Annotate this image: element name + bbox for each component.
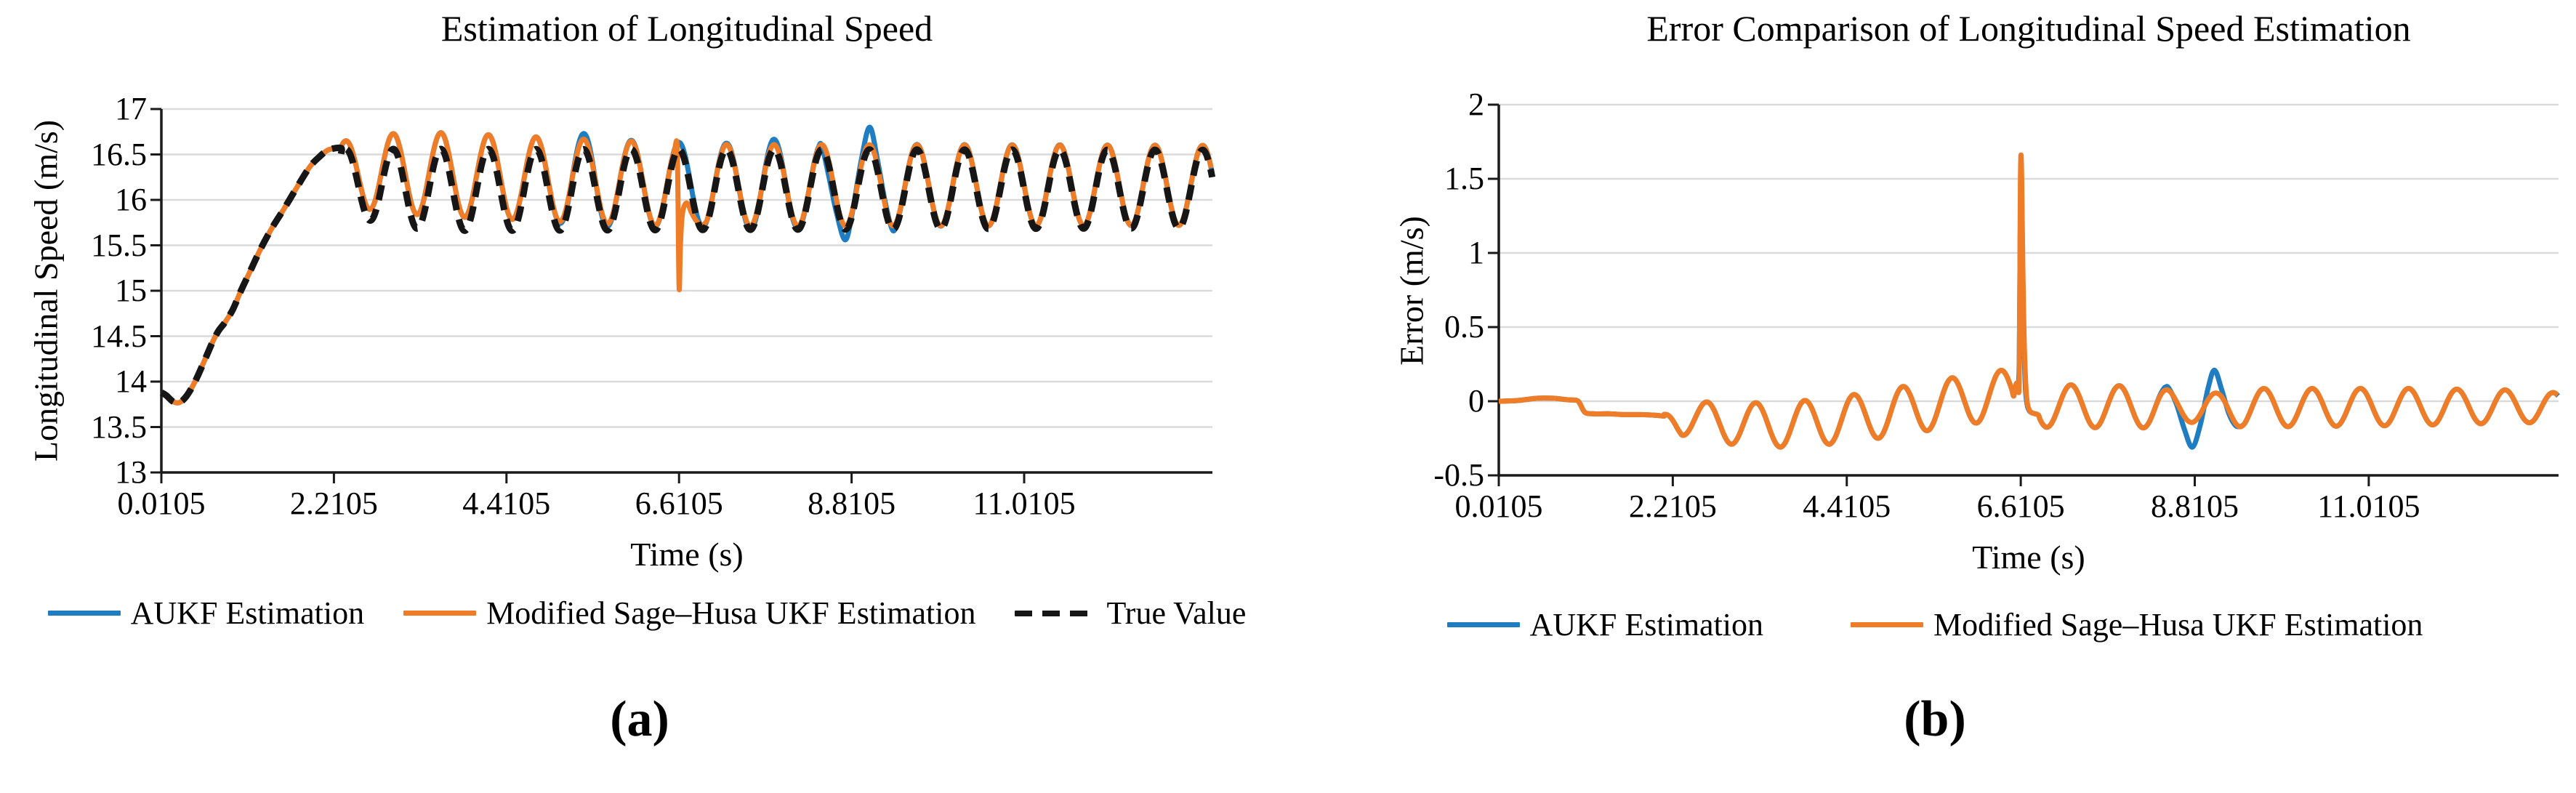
series-line-aukf-estimation — [160, 124, 1215, 406]
x-tick-label: 6.6105 — [1976, 488, 2065, 524]
y-tick-label: 1 — [1468, 235, 1484, 270]
y-tick-label: 0.5 — [1444, 309, 1484, 345]
y-tick-label: 16.5 — [91, 136, 147, 172]
chart-a-x-axis-title: Time (s) — [630, 536, 744, 573]
chart-b-x-axis-title: Time (s) — [1972, 539, 2085, 576]
x-tick-label: 0.0105 — [1454, 488, 1543, 524]
chart-a-title: Estimation of Longitudinal Speed — [440, 8, 933, 49]
x-tick-label: 2.2105 — [289, 486, 378, 521]
y-tick-label: 1.5 — [1444, 161, 1484, 196]
y-tick-label: 15.5 — [91, 227, 147, 263]
legend-item: Modified Sage–Husa UKF Estimation — [1851, 606, 2423, 643]
legend-line-icon — [1851, 622, 1924, 627]
x-tick-label: 8.8105 — [808, 486, 896, 521]
x-tick-label: 4.4105 — [462, 486, 551, 521]
x-tick-label: 11.0105 — [2317, 488, 2420, 524]
panel-a-label: (a) — [610, 691, 669, 747]
y-tick-label: -0.5 — [1433, 457, 1484, 493]
series-line-true-value — [159, 144, 1216, 406]
y-tick-label: 14 — [115, 363, 147, 399]
x-tick-label: 0.0105 — [117, 486, 206, 521]
legend-item: Modified Sage–Husa UKF Estimation — [403, 595, 975, 632]
legend-item-label: True Value — [1106, 595, 1247, 631]
legend-dashed-line-icon — [1015, 610, 1097, 616]
x-tick-label: 6.6105 — [635, 486, 723, 521]
x-tick-label: 2.2105 — [1628, 488, 1717, 524]
legend-item: AUKF Estimation — [1446, 606, 1764, 643]
chart-b-legend: AUKF Estimation Modified Sage–Husa UKF Es… — [1294, 606, 2576, 643]
legend-item-label: Modified Sage–Husa UKF Estimation — [1933, 607, 2423, 643]
series-line-modified-sage-husa-ukf-estimation — [1498, 152, 2559, 450]
legend-line-icon — [403, 611, 477, 616]
x-tick-label: 4.4105 — [1803, 488, 1891, 524]
y-tick-label: 14.5 — [91, 318, 147, 354]
y-tick-label: 15 — [115, 273, 147, 308]
x-tick-label: 8.8105 — [2150, 488, 2239, 524]
legend-item-label: AUKF Estimation — [1529, 607, 1764, 643]
legend-item-label: Modified Sage–Husa UKF Estimation — [486, 595, 976, 631]
y-tick-label: 0 — [1468, 383, 1484, 419]
chart-a-legend: AUKF Estimation Modified Sage–Husa UKF Es… — [0, 595, 1294, 632]
legend-line-icon — [47, 611, 121, 616]
x-tick-label: 11.0105 — [973, 486, 1076, 521]
y-tick-label: 16 — [115, 182, 147, 217]
chart-b-title: Error Comparison of Longitudinal Speed E… — [1646, 8, 2411, 49]
legend-item-label: AUKF Estimation — [130, 595, 365, 631]
y-tick-label: 13 — [115, 454, 147, 490]
y-tick-label: 17 — [115, 91, 147, 126]
legend-item: True Value — [1015, 595, 1246, 632]
panel-b-label: (b) — [1904, 691, 1966, 747]
legend-item: AUKF Estimation — [47, 595, 365, 632]
y-tick-label: 2 — [1468, 86, 1484, 122]
y-tick-label: 13.5 — [91, 408, 147, 445]
legend-line-icon — [1446, 622, 1520, 627]
